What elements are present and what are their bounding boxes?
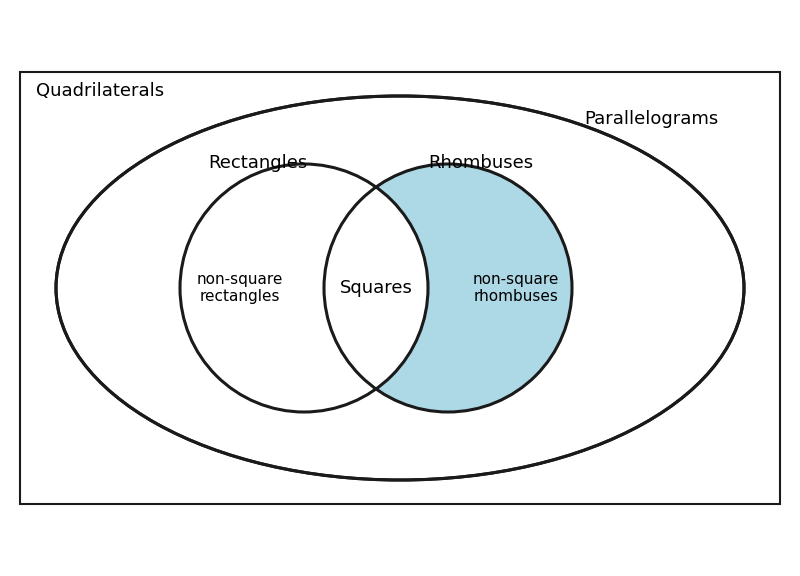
- Text: non-square
rectangles: non-square rectangles: [197, 272, 283, 304]
- Ellipse shape: [56, 96, 744, 480]
- Text: Rectangles: Rectangles: [208, 154, 307, 172]
- Text: non-square
rhombuses: non-square rhombuses: [473, 272, 559, 304]
- Text: Squares: Squares: [339, 279, 413, 297]
- Text: Quadrilaterals: Quadrilaterals: [36, 82, 164, 100]
- Polygon shape: [376, 164, 572, 412]
- Text: Parallelograms: Parallelograms: [584, 111, 718, 128]
- Text: Rhombuses: Rhombuses: [428, 154, 533, 172]
